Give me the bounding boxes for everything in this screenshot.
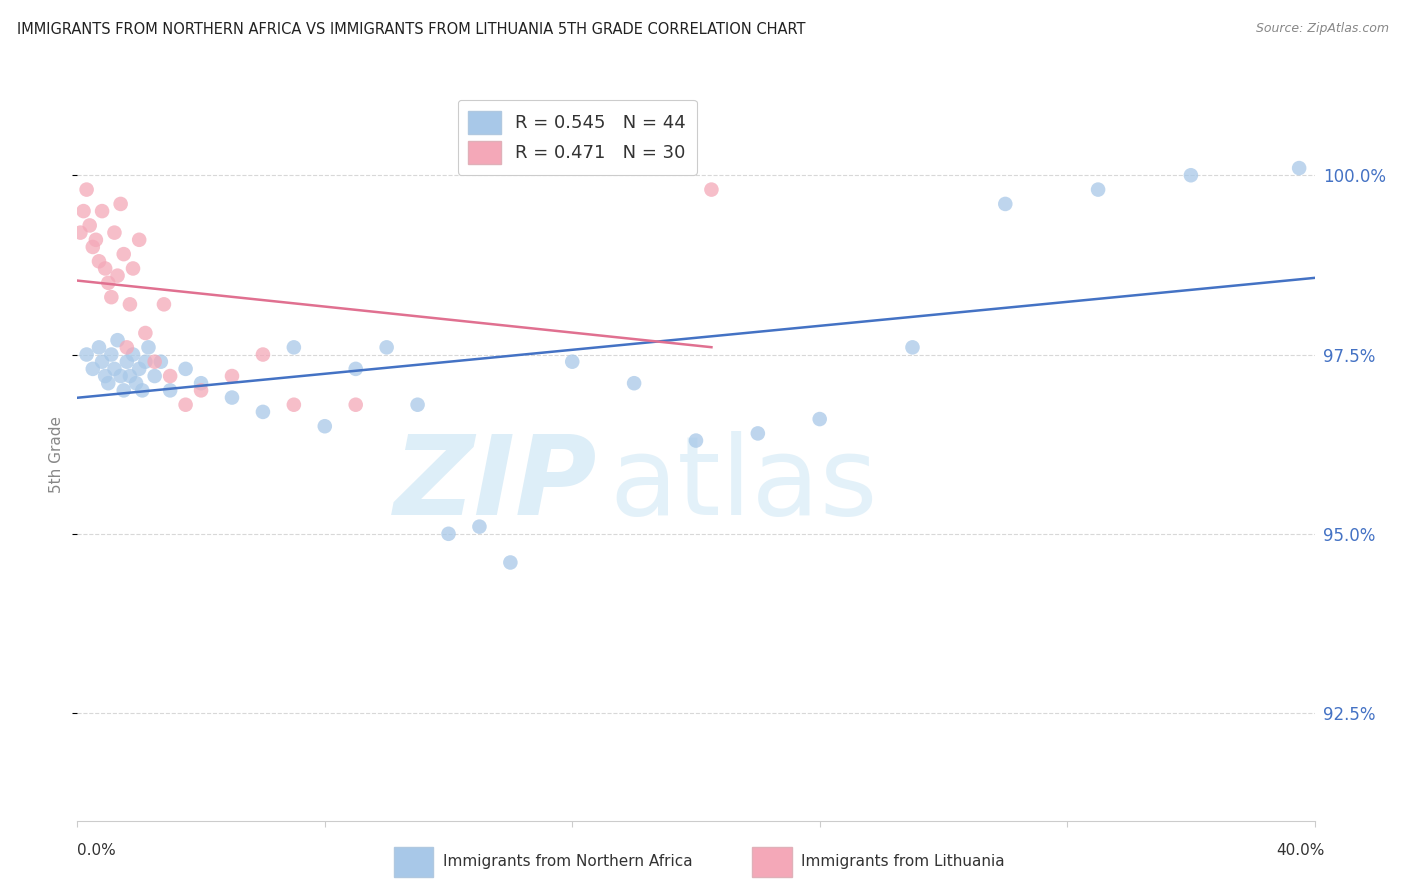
Point bbox=[283, 340, 305, 354]
Point bbox=[344, 398, 367, 412]
Point bbox=[499, 556, 522, 570]
Point bbox=[112, 247, 135, 261]
Text: 0.0%: 0.0% bbox=[77, 843, 117, 858]
Point bbox=[91, 204, 114, 219]
Point bbox=[122, 347, 145, 361]
Point bbox=[82, 362, 104, 376]
Point bbox=[118, 297, 141, 311]
Point bbox=[190, 384, 212, 398]
Point bbox=[94, 369, 117, 384]
Point bbox=[747, 426, 769, 441]
Point bbox=[91, 354, 114, 368]
Legend: R = 0.545   N = 44, R = 0.471   N = 30: R = 0.545 N = 44, R = 0.471 N = 30 bbox=[457, 100, 697, 175]
Text: Immigrants from Lithuania: Immigrants from Lithuania bbox=[801, 855, 1005, 869]
Text: Source: ZipAtlas.com: Source: ZipAtlas.com bbox=[1256, 22, 1389, 36]
Point bbox=[125, 376, 148, 391]
Point bbox=[128, 362, 150, 376]
Point bbox=[103, 226, 125, 240]
Point bbox=[97, 376, 120, 391]
Point bbox=[314, 419, 336, 434]
Point bbox=[76, 347, 98, 361]
Point bbox=[159, 369, 181, 384]
Point bbox=[1288, 161, 1310, 175]
Point bbox=[97, 276, 120, 290]
Point bbox=[76, 183, 98, 197]
Point bbox=[994, 197, 1017, 211]
Point bbox=[69, 226, 91, 240]
Point bbox=[252, 347, 274, 361]
Point bbox=[252, 405, 274, 419]
Point bbox=[103, 362, 125, 376]
Point bbox=[437, 526, 460, 541]
Point bbox=[153, 297, 176, 311]
Point bbox=[134, 354, 156, 368]
Point bbox=[808, 412, 831, 426]
Point bbox=[174, 398, 197, 412]
Point bbox=[115, 340, 138, 354]
Point bbox=[107, 333, 129, 347]
Y-axis label: 5th Grade: 5th Grade bbox=[49, 417, 65, 493]
Point bbox=[344, 362, 367, 376]
Point bbox=[122, 261, 145, 276]
Point bbox=[190, 376, 212, 391]
Point bbox=[128, 233, 150, 247]
Point bbox=[283, 398, 305, 412]
Point bbox=[107, 268, 129, 283]
Point bbox=[901, 340, 924, 354]
Point bbox=[72, 204, 94, 219]
Point bbox=[110, 369, 132, 384]
Point bbox=[118, 369, 141, 384]
Point bbox=[87, 254, 110, 268]
Point bbox=[82, 240, 104, 254]
Point bbox=[134, 326, 156, 340]
Point bbox=[468, 519, 491, 533]
Point bbox=[1180, 168, 1202, 182]
Point bbox=[221, 391, 243, 405]
Point bbox=[561, 354, 583, 368]
Point bbox=[1087, 183, 1109, 197]
Text: IMMIGRANTS FROM NORTHERN AFRICA VS IMMIGRANTS FROM LITHUANIA 5TH GRADE CORRELATI: IMMIGRANTS FROM NORTHERN AFRICA VS IMMIG… bbox=[17, 22, 806, 37]
Point bbox=[221, 369, 243, 384]
Point bbox=[84, 233, 107, 247]
Point bbox=[110, 197, 132, 211]
Point bbox=[131, 384, 153, 398]
Point bbox=[623, 376, 645, 391]
Point bbox=[700, 183, 723, 197]
Point bbox=[159, 384, 181, 398]
Point bbox=[100, 290, 122, 304]
Point bbox=[143, 369, 166, 384]
Point bbox=[112, 384, 135, 398]
Point bbox=[138, 340, 160, 354]
Point bbox=[406, 398, 429, 412]
Point bbox=[94, 261, 117, 276]
Point bbox=[685, 434, 707, 448]
Point bbox=[100, 347, 122, 361]
Text: 40.0%: 40.0% bbox=[1277, 843, 1324, 858]
Point bbox=[174, 362, 197, 376]
Point bbox=[115, 354, 138, 368]
Text: ZIP: ZIP bbox=[394, 431, 598, 538]
Point bbox=[375, 340, 398, 354]
Text: Immigrants from Northern Africa: Immigrants from Northern Africa bbox=[443, 855, 693, 869]
Point bbox=[149, 354, 172, 368]
Point bbox=[87, 340, 110, 354]
Text: atlas: atlas bbox=[609, 431, 877, 538]
Point bbox=[79, 219, 101, 233]
Point bbox=[143, 354, 166, 368]
